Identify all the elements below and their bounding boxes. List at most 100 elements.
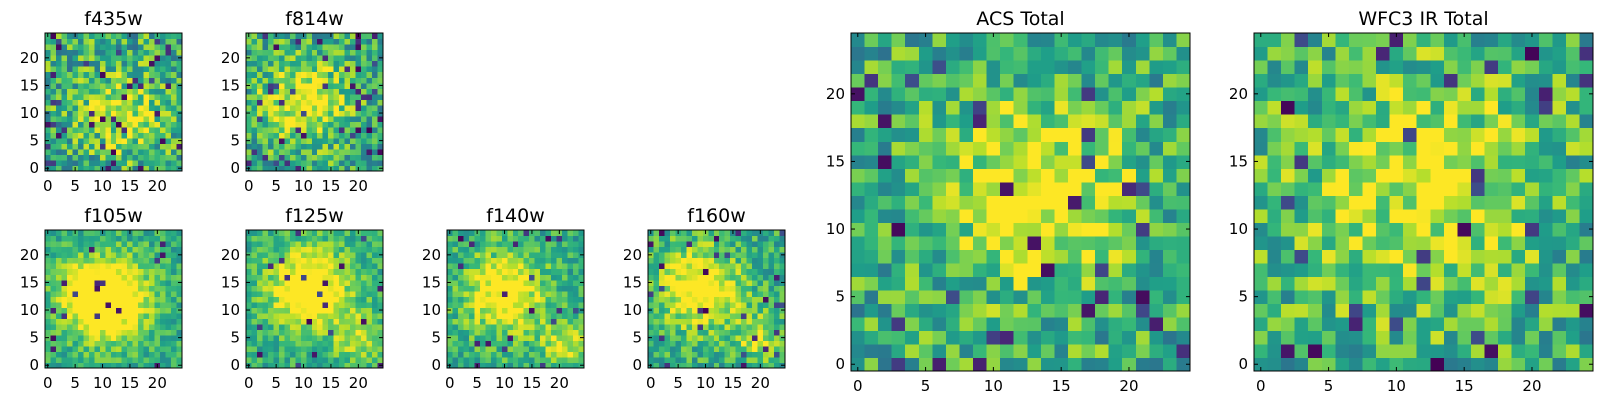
heatmap-cell — [61, 329, 68, 336]
heatmap-cell — [94, 285, 101, 292]
heatmap-cell — [490, 312, 497, 319]
heatmap-cell — [529, 241, 536, 248]
heatmap-cell — [256, 165, 264, 172]
heatmap-cell — [278, 82, 285, 89]
heatmap-cell — [1135, 249, 1150, 264]
heatmap-cell — [507, 274, 514, 281]
heatmap-cell — [154, 38, 161, 45]
heatmap-cell — [328, 301, 335, 308]
heatmap-cell — [317, 285, 324, 292]
heatmap-cell — [452, 334, 459, 341]
heatmap-cell — [1294, 195, 1309, 210]
heatmap-cell — [945, 114, 961, 129]
heatmap-cell — [306, 340, 313, 347]
heatmap-cell — [300, 121, 307, 128]
heatmap-cell — [959, 154, 974, 169]
heatmap-cell — [719, 329, 726, 336]
heatmap-cell — [556, 340, 563, 347]
heatmap-cell — [653, 351, 660, 358]
heatmap-cell — [267, 351, 274, 358]
heatmap-cell — [680, 345, 687, 353]
heatmap-cell — [361, 362, 368, 369]
heatmap-cell — [463, 285, 470, 292]
heatmap-cell — [697, 268, 704, 275]
heatmap-cell — [697, 318, 704, 325]
heatmap-cell — [83, 263, 90, 270]
heatmap-cell — [1335, 262, 1350, 277]
heatmap-cell — [300, 93, 307, 100]
heatmap-cell — [88, 143, 95, 150]
heatmap-cell — [741, 362, 748, 369]
heatmap-cell — [490, 345, 497, 353]
heatmap-cell — [138, 154, 145, 161]
heatmap-cell — [1108, 276, 1123, 291]
heatmap-cell — [154, 340, 161, 347]
heatmap-cell — [523, 334, 530, 341]
heatmap-cell — [540, 301, 547, 308]
heatmap-cell — [132, 230, 139, 237]
heatmap-cell — [284, 143, 291, 150]
heatmap-cell — [523, 345, 530, 353]
heatmap-cell — [284, 246, 291, 253]
heatmap-cell — [1000, 60, 1015, 75]
heatmap-cell — [1040, 154, 1055, 169]
heatmap-cell — [339, 285, 346, 292]
heatmap-cell — [741, 323, 748, 330]
heatmap-cell — [66, 301, 73, 308]
heatmap-cell — [256, 115, 264, 122]
x-tick-label: 5 — [271, 374, 281, 392]
heatmap-cell — [691, 235, 698, 242]
heatmap-cell — [986, 114, 1001, 129]
heatmap-cell — [251, 279, 258, 286]
heatmap-cell — [741, 296, 748, 303]
heatmap-cell — [344, 356, 351, 364]
heatmap-cell — [372, 110, 379, 117]
heatmap-cell — [730, 279, 737, 286]
heatmap-cell — [110, 159, 117, 167]
heatmap-cell — [697, 296, 704, 303]
heatmap-cell — [160, 323, 167, 330]
heatmap-cell — [149, 165, 156, 172]
heatmap-cell — [45, 241, 52, 248]
heatmap-cell — [1135, 208, 1150, 223]
heatmap-cell — [295, 290, 302, 297]
heatmap-cell — [355, 323, 362, 330]
heatmap-cell — [447, 329, 454, 336]
heatmap-cell — [648, 257, 655, 264]
heatmap-cell — [918, 303, 933, 318]
heatmap-cell — [116, 279, 123, 286]
heatmap-cell — [55, 246, 63, 253]
heatmap-cell — [1443, 208, 1458, 223]
heatmap-cell — [567, 301, 574, 308]
heatmap-cell — [523, 340, 530, 347]
heatmap-cell — [1362, 276, 1377, 291]
heatmap-cell — [138, 121, 145, 128]
heatmap-cell — [55, 334, 63, 341]
heatmap-cell — [165, 263, 172, 270]
heatmap-cell — [1122, 343, 1137, 359]
heatmap-cell — [72, 110, 79, 117]
heatmap-cell — [562, 323, 569, 330]
heatmap-cell — [1416, 357, 1431, 372]
heatmap-cell — [176, 356, 183, 364]
heatmap-cell — [1122, 181, 1137, 196]
heatmap-cell — [567, 274, 574, 281]
heatmap-cell — [55, 49, 63, 56]
heatmap-cell — [702, 356, 709, 364]
heatmap-cell — [523, 290, 530, 297]
heatmap-cell — [1254, 357, 1269, 372]
heatmap-cell — [45, 49, 52, 56]
heatmap-cell — [127, 307, 134, 314]
heatmap-cell — [669, 257, 676, 264]
heatmap-cell — [556, 318, 563, 325]
heatmap-cell — [1135, 60, 1150, 75]
heatmap-cell — [110, 126, 117, 133]
heatmap-cell — [83, 154, 90, 161]
heatmap-cell — [99, 340, 106, 347]
heatmap-cell — [295, 104, 302, 111]
heatmap-cell — [322, 82, 329, 89]
heatmap-cell — [680, 246, 687, 253]
heatmap-cell — [160, 104, 167, 111]
heatmap-cell — [154, 126, 161, 133]
heatmap-cell — [1054, 262, 1069, 277]
